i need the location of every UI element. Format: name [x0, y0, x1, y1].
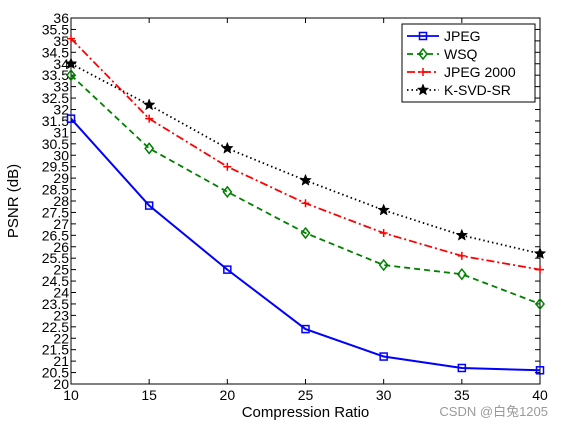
data-point-wsq — [378, 258, 389, 272]
y-tick-label: 28 — [53, 193, 69, 209]
x-tick-label: 30 — [376, 387, 392, 403]
data-point-jpeg-2000 — [457, 251, 466, 260]
x-tick-label: 40 — [532, 387, 548, 403]
data-point-k-svd-sr — [220, 141, 234, 154]
x-tick-label: 10 — [63, 387, 79, 403]
y-tick-label: 29 — [53, 170, 69, 186]
data-point-k-svd-sr — [142, 98, 156, 111]
data-point-k-svd-sr — [377, 203, 391, 216]
y-tick-label: 24 — [53, 285, 69, 301]
data-point-jpeg — [457, 363, 467, 373]
data-point-jpeg — [66, 114, 76, 123]
y-tick-label: 31.5 — [42, 113, 69, 129]
y-tick-label: 31 — [53, 124, 69, 140]
series-line-wsq — [70, 74, 541, 305]
y-tick-label: 27.5 — [42, 204, 69, 220]
x-tick-label: 20 — [220, 387, 236, 403]
data-point-k-svd-sr — [299, 173, 312, 186]
data-point-wsq — [144, 142, 155, 155]
y-tick-label: 36 — [53, 10, 69, 26]
y-tick-label: 34.5 — [42, 44, 69, 60]
series-jpeg — [66, 114, 545, 375]
y-tick-label: 25.5 — [42, 250, 69, 266]
data-point-wsq — [66, 68, 76, 82]
data-point-wsq — [535, 297, 545, 311]
x-tick-label: 35 — [454, 387, 470, 403]
data-point-jpeg-2000 — [145, 114, 154, 123]
data-point-jpeg-2000 — [223, 162, 232, 171]
x-axis-label: Compression Ratio — [242, 404, 370, 421]
y-tick-label: 24.5 — [42, 273, 69, 289]
data-point-k-svd-sr — [533, 246, 547, 260]
data-point-k-svd-sr — [455, 228, 469, 241]
legend-marker-wsq — [418, 47, 428, 61]
y-tick-label: 21.5 — [42, 342, 69, 358]
legend-label-jpeg: JPEG — [444, 28, 481, 44]
legend-marker-jpeg — [418, 31, 428, 41]
x-tick-label: 15 — [141, 387, 157, 403]
y-tick-label: 23 — [53, 307, 69, 323]
y-tick-label: 34 — [53, 56, 69, 72]
y-tick-label: 35 — [53, 33, 69, 49]
y-tick-label: 28.5 — [42, 182, 69, 198]
series-line-jpeg — [70, 117, 541, 372]
legend-label-wsq: WSQ — [444, 46, 478, 62]
y-tick-label: 20.5 — [42, 365, 69, 381]
y-tick-label: 30 — [53, 147, 69, 163]
series-k-svd-sr — [64, 57, 547, 260]
x-tick-label: 25 — [298, 387, 314, 403]
data-point-wsq — [300, 226, 311, 240]
data-point-jpeg — [223, 265, 232, 274]
y-tick-label: 23.5 — [42, 296, 69, 312]
y-tick-label: 32.5 — [42, 90, 69, 106]
legend-marker-jpeg-2000 — [419, 68, 427, 76]
y-tick-label: 29.5 — [42, 159, 69, 175]
data-point-jpeg — [144, 201, 154, 210]
y-tick-label: 25 — [53, 262, 69, 278]
data-point-k-svd-sr — [64, 57, 78, 70]
data-point-wsq — [456, 267, 467, 281]
data-point-jpeg — [379, 352, 388, 361]
legend-label-k-svd-sr: K-SVD-SR — [444, 82, 511, 98]
legend-marker-k-svd-sr — [416, 83, 430, 96]
series-layer — [64, 34, 547, 375]
y-tick-label: 22.5 — [42, 319, 69, 335]
series-wsq — [66, 68, 545, 311]
data-point-jpeg — [301, 324, 310, 334]
data-point-jpeg-2000 — [379, 229, 388, 238]
watermark: CSDN @白兔1205 — [439, 404, 548, 419]
data-point-jpeg — [535, 366, 545, 375]
data-point-wsq — [222, 185, 233, 199]
y-tick-label: 22 — [53, 330, 69, 346]
legend: JPEG WSQ JPEG 2000 K-SVD-SR — [401, 23, 536, 103]
data-point-jpeg-2000 — [536, 265, 544, 274]
y-tick-label: 26.5 — [42, 227, 69, 243]
series-jpeg-2000 — [67, 34, 544, 274]
axes: 10 15 20 25 30 35 402020.52121.52222.52323.524… — [42, 10, 548, 403]
y-tick-label: 20 — [53, 376, 69, 392]
y-tick-label: 26 — [53, 239, 69, 255]
y-axis-label: PSNR (dB) — [5, 164, 22, 238]
y-tick-label: 27 — [53, 216, 69, 232]
data-point-jpeg-2000 — [301, 199, 310, 208]
y-tick-label: 21 — [53, 353, 69, 369]
y-tick-label: 30.5 — [42, 136, 69, 152]
y-tick-label: 33 — [53, 79, 69, 95]
legend-label-jpeg-2000: JPEG 2000 — [444, 64, 516, 80]
data-point-jpeg-2000 — [67, 34, 75, 43]
y-tick-label: 33.5 — [42, 67, 69, 83]
y-tick-label: 32 — [53, 102, 69, 118]
y-tick-label: 35.5 — [42, 21, 69, 37]
